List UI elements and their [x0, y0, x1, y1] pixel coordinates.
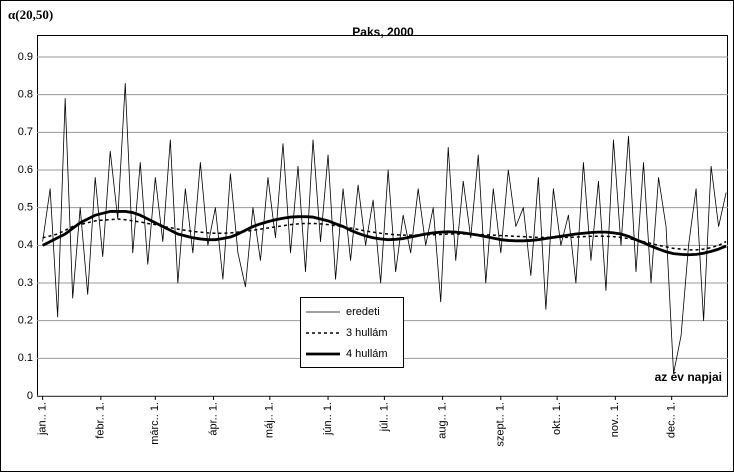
x-tick-label: jan.. 1.: [37, 402, 49, 436]
y-tick-label: 0.7: [18, 126, 33, 138]
y-tick-label: 0: [27, 390, 33, 402]
annotation: az év napjai: [655, 370, 722, 384]
legend: eredeti 3 hullám 4 hullám: [300, 297, 404, 368]
y-tick-label: 0.3: [18, 277, 33, 289]
series-line: [42, 210, 727, 257]
x-tick-label: szept.. 1.: [495, 402, 507, 447]
x-tick-label: márc.. 1.: [149, 402, 161, 445]
x-tick-label: máj.. 1.: [264, 402, 276, 438]
y-tick-label: 0.6: [18, 164, 33, 176]
series-line: [42, 82, 727, 374]
legend-box: [300, 297, 404, 368]
x-tick-label: aug.. 1.: [436, 402, 448, 439]
chart-title: Paks, 2000: [352, 25, 414, 39]
y-tick-label: 0.8: [18, 89, 33, 101]
x-tick-label: dec.. 1.: [666, 402, 678, 438]
legend-label: 3 hullám: [346, 327, 388, 339]
legend-label: eredeti: [346, 306, 380, 318]
x-tick-label: okt.. 1.: [551, 402, 563, 435]
x-tick-label: ápr.. 1.: [207, 402, 219, 436]
y-tick-label: 0.4: [18, 239, 33, 251]
x-tick-label: nov.. 1.: [609, 402, 621, 437]
y-axis-label: α(20,50): [8, 7, 53, 22]
x-tick-label: jún.. 1.: [322, 402, 334, 436]
y-tick-label: 0.1: [18, 352, 33, 364]
y-tick-label: 0.9: [18, 51, 33, 63]
legend-label: 4 hullám: [346, 348, 388, 360]
y-tick-label: 0.5: [18, 202, 33, 214]
x-tick-label: febr.. 1.: [95, 402, 107, 439]
x-tick-label: júl.. 1.: [378, 402, 390, 432]
y-tick-label: 0.2: [18, 315, 33, 327]
